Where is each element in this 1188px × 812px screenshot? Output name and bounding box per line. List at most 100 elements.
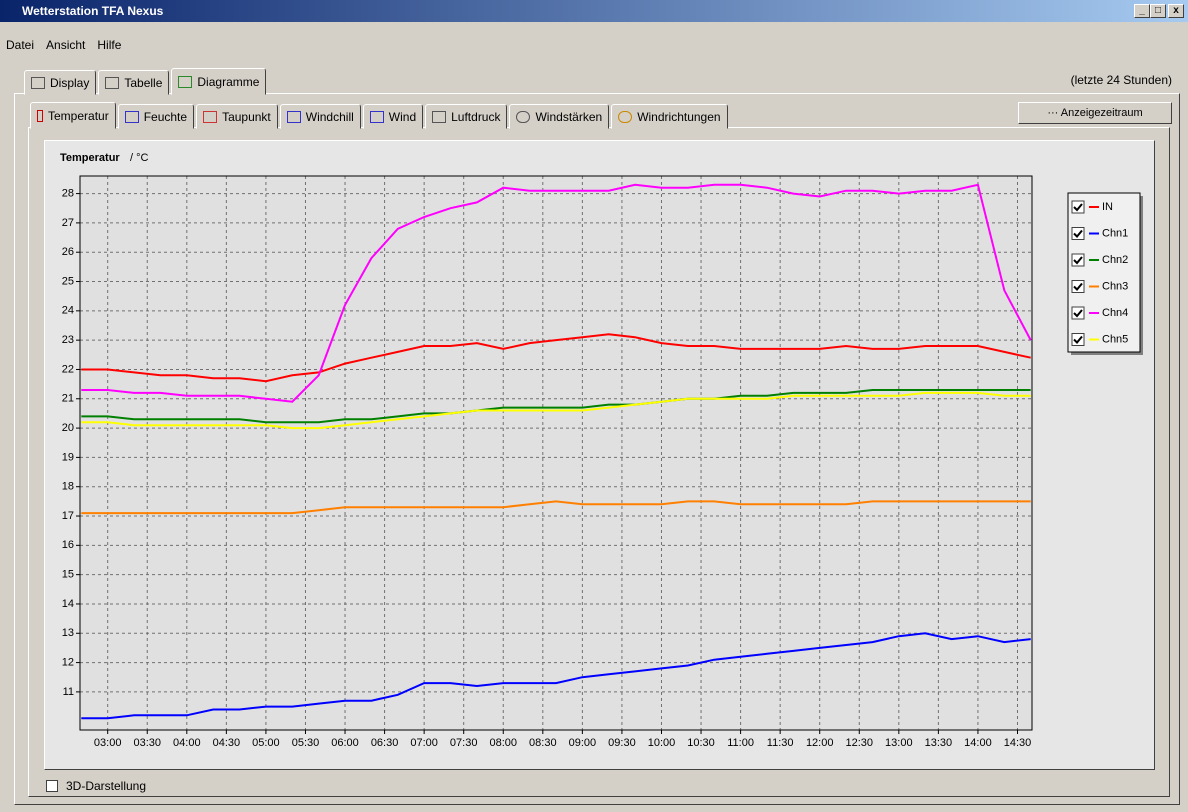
tab-label: Feuchte [143,109,188,124]
x-tick-label: 11:00 [727,737,754,749]
x-tick-label: 09:30 [608,737,636,749]
y-tick-label: 25 [62,275,74,287]
tab[interactable]: Display [24,70,97,95]
legend-label: Chn1 [1102,227,1128,239]
y-tick-label: 16 [62,539,74,551]
checkbox-label: 3D-Darstellung [66,779,147,793]
y-tick-label: 20 [62,422,74,434]
sub-tabs: Temperatur Feuchte Taupunkt Windchill Wi… [30,102,728,129]
tab-label: Wind [388,109,417,124]
x-tick-label: 14:30 [1004,737,1032,749]
tab[interactable]: Windrichtungen [611,104,728,129]
x-tick-label: 07:30 [450,737,478,749]
menu-item[interactable]: Datei [6,38,35,52]
range-button[interactable]: ··· Anzeigezeitraum [1018,102,1172,124]
tab-panel [14,93,1180,805]
x-tick-label: 06:00 [331,737,359,749]
tab-label: Windchill [305,109,354,124]
x-tick-label: 07:00 [410,737,438,749]
tab[interactable]: Windchill [279,104,361,129]
tab-label: Windrichtungen [637,109,721,124]
menu-bar: Datei Ansicht Hilfe [6,38,121,52]
tab-label: Luftdruck [451,109,501,124]
checkbox-row[interactable]: 3D-Darstellung [46,779,146,793]
menu-item[interactable]: Ansicht [46,38,86,52]
legend-label: Chn2 [1102,254,1128,266]
y-tick-label: 18 [62,481,74,493]
legend-checkbox [1071,333,1085,346]
tab-label: Diagramme [197,74,260,89]
tab[interactable]: Feuchte [117,104,195,129]
legend-label: Chn3 [1102,280,1128,292]
icon [37,109,43,122]
legend-checkmark [1073,203,1083,212]
y-tick-label: 22 [62,363,74,375]
legend-checkbox [1071,280,1085,293]
y-tick-label: 12 [62,656,74,668]
x-tick-label: 08:30 [529,737,557,749]
tab[interactable]: Tabelle [98,70,170,95]
series-line [81,632,1031,720]
legend-checkmark [1073,335,1083,344]
icon [516,110,531,123]
series-group [81,183,1032,720]
tab[interactable]: Luftdruck [425,104,508,129]
icon [369,110,384,123]
tab-label: Temperatur [48,108,109,123]
legend-checkbox [1071,253,1085,267]
tab[interactable]: Windstärken [509,104,610,129]
x-tick-label: 06:30 [371,737,399,749]
y-tick-label: 21 [62,393,74,405]
legend-label: Chn5 [1102,333,1128,345]
series-line [81,500,1031,515]
x-tick-label: 03:30 [133,737,161,749]
icon [286,110,301,123]
tab[interactable]: Wind [362,104,424,129]
x-tick-label: 03:00 [94,737,122,749]
maximize-button[interactable]: □ [1150,4,1166,18]
tab[interactable]: Taupunkt [196,104,278,129]
icon [178,75,193,88]
legend-checkbox [1071,200,1085,214]
checkbox[interactable] [46,780,58,792]
icon [618,110,633,123]
legend-box [1067,192,1141,353]
title-bar: Wetterstation TFA Nexus _ □ x [0,0,1188,22]
chart-unit: / °C [130,152,149,164]
x-tick-label: 11:30 [767,737,794,749]
chart-title: Temperatur [60,152,120,164]
icon [105,76,120,89]
icon [124,110,139,123]
series-line [81,183,1032,403]
y-tick-label: 15 [62,569,74,581]
x-tick-label: 13:00 [885,737,913,749]
x-tick-label: 09:00 [569,737,597,749]
y-tick-label: 26 [62,246,74,258]
menu-item[interactable]: Hilfe [97,38,122,52]
plot-border [79,175,1033,731]
icon [203,110,218,123]
y-tick-label: 11 [63,686,74,698]
y-tick-label: 14 [62,598,74,610]
y-tick-label: 17 [62,510,74,522]
y-tick-label: 28 [62,187,74,199]
tab-label: Windstärken [535,109,603,124]
tab-selected[interactable]: Diagramme [171,68,267,95]
close-button[interactable]: x [1168,4,1184,18]
icon [432,110,447,123]
icon [31,76,45,89]
legend-checkmark [1073,256,1083,265]
x-tick-label: 04:00 [173,737,201,749]
series-line [81,391,1031,430]
minimize-button[interactable]: _ [1134,4,1150,18]
tab-selected[interactable]: Temperatur [30,102,116,129]
tab-label: Taupunkt [222,109,271,124]
legend-checkbox [1071,227,1085,240]
legend-checkmark [1073,229,1083,238]
range-note: (letzte 24 Stunden) [1070,73,1172,87]
x-tick-label: 04:30 [213,737,241,749]
legend-checkbox [1071,306,1085,320]
y-tick-label: 24 [62,305,74,317]
